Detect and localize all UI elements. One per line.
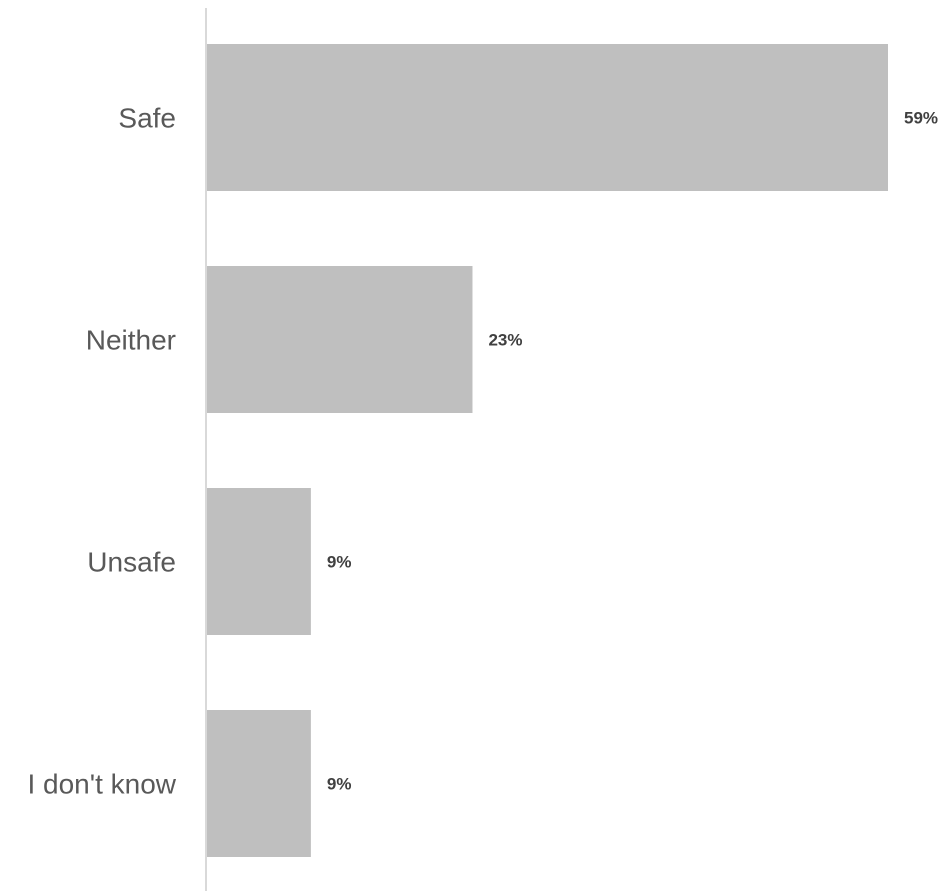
value-label-neither: 23% [488,331,522,350]
bar-safe [207,44,888,191]
bars-group [207,44,888,857]
category-label-i-don-t-know: I don't know [27,769,176,800]
bar-i-don-t-know [207,710,311,857]
bar-unsafe [207,488,311,635]
category-label-safe: Safe [118,103,176,134]
category-label-neither: Neither [86,325,176,356]
category-labels-group: Safe Neither Unsafe I don't know [27,103,176,800]
bar-neither [207,266,473,413]
value-label-safe: 59% [904,109,938,128]
value-labels-group: 59% 23% 9% 9% [327,109,938,794]
value-label-i-don-t-know: 9% [327,775,352,794]
category-label-unsafe: Unsafe [87,547,176,578]
value-label-unsafe: 9% [327,553,352,572]
